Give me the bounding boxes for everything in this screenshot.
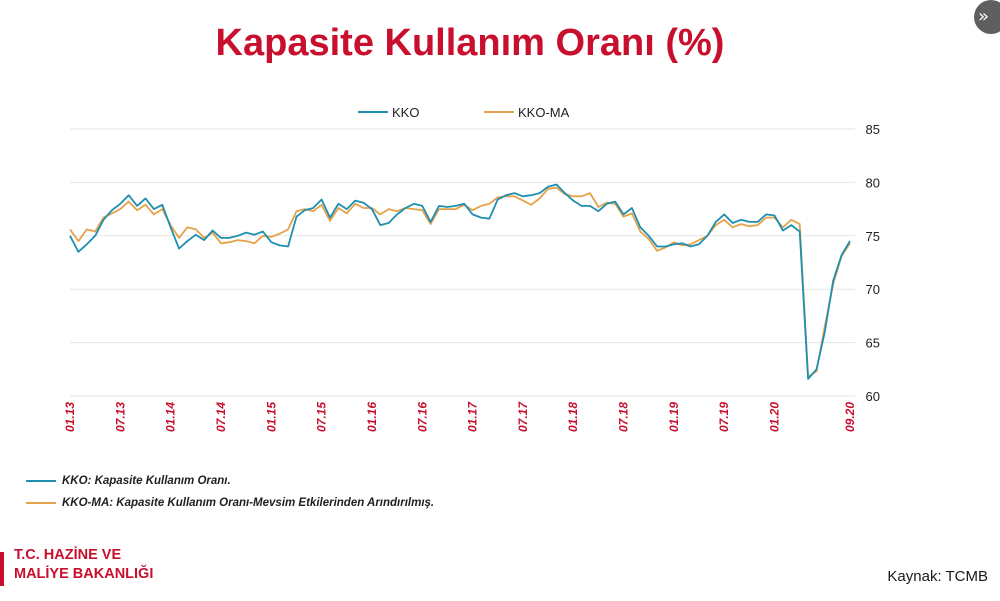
ministry-name: T.C. HAZİNE VE MALİYE BAKANLIĞI (14, 546, 153, 584)
legend-label-kko: KKO (392, 105, 419, 120)
x-tick-label: 07.17 (516, 401, 530, 432)
x-tick-label: 07.18 (617, 402, 631, 432)
y-tick-label: 75 (866, 229, 880, 244)
x-tick-label: 07.14 (214, 402, 228, 432)
y-tick-label: 60 (866, 389, 880, 404)
y-tick-label: 70 (866, 282, 880, 297)
x-tick-label: 01.18 (566, 402, 580, 432)
note-kko-ma-text: KKO-MA: Kapasite Kullanım Oranı-Mevsim E… (62, 497, 435, 509)
next-slide-button[interactable]: » (974, 0, 1000, 34)
ministry-name-line2: MALİYE BAKANLIĞI (14, 566, 154, 582)
note-kko-text: KKO: Kapasite Kullanım Oranı. (62, 475, 231, 487)
x-tick-label: 01.14 (164, 402, 178, 432)
note-kko: KKO: Kapasite Kullanım Oranı. (26, 470, 434, 492)
x-tick-label: 01.20 (768, 402, 782, 432)
note-kko-swatch (26, 480, 56, 482)
series-line-kko-ma (69, 186, 851, 378)
x-tick-label: 07.13 (113, 402, 127, 432)
chart-notes: KKO: Kapasite Kullanım Oranı. KKO-MA: Ka… (26, 470, 434, 514)
x-tick-label: 01.19 (667, 402, 681, 432)
y-tick-label: 80 (866, 175, 880, 190)
x-tick-label: 01.16 (365, 402, 379, 432)
ministry-name-line1: T.C. HAZİNE VE (14, 547, 122, 563)
y-tick-label: 85 (866, 122, 880, 137)
chart-title: Kapasite Kullanım Oranı (%) (215, 22, 725, 64)
y-tick-label: 65 (866, 336, 880, 351)
note-kko-ma: KKO-MA: Kapasite Kullanım Oranı-Mevsim E… (26, 492, 434, 514)
x-tick-label: 07.16 (415, 402, 429, 432)
logo-mark (0, 552, 4, 586)
x-tick-label: 09.20 (843, 402, 857, 432)
x-tick-label: 01.17 (466, 401, 480, 432)
x-tick-label: 07.19 (717, 402, 731, 432)
line-chart: 60 65 70 75 80 85 01.13 07.13 01.14 07.14 01.15 07.… (63, 105, 880, 432)
note-kko-ma-swatch (26, 502, 56, 504)
legend-label-kko-ma: KKO-MA (518, 105, 570, 120)
double-chevron-right-icon: » (978, 6, 990, 27)
series-line-kko (69, 183, 851, 380)
x-tick-label: 01.15 (264, 402, 278, 432)
x-tick-label: 01.13 (63, 402, 77, 432)
source-label: Kaynak: TCMB (887, 568, 988, 585)
x-tick-label: 07.15 (315, 402, 329, 432)
